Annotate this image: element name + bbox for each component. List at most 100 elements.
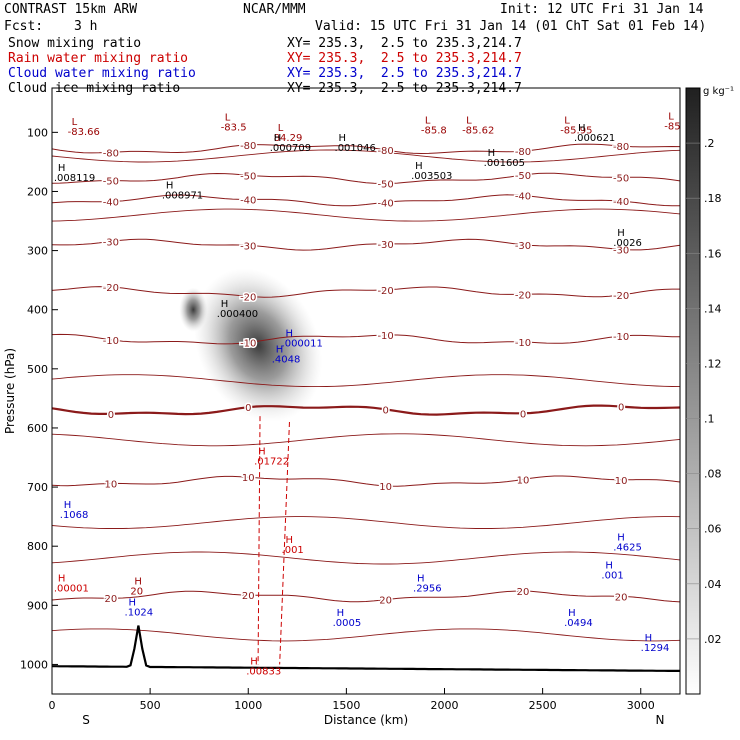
temperature-contour-label: 20 — [105, 594, 118, 605]
annotation-value: -85.62 — [462, 125, 494, 136]
y-tick-label: 1000 — [20, 658, 48, 671]
annotation-value: -85.95 — [560, 125, 592, 136]
temperature-contour-line — [52, 238, 680, 251]
temperature-contour-label: -30 — [377, 240, 393, 251]
legend-snow-name: Snow mixing ratio — [8, 36, 142, 51]
legend-cloudwater-name: Cloud water mixing ratio — [8, 66, 196, 81]
annotation-marker: L — [278, 123, 284, 134]
y-tick-label: 300 — [27, 245, 48, 258]
temperature-contour-label: 20 — [615, 592, 628, 603]
temperature-contour-label: -50 — [515, 171, 531, 182]
annotation-value: -83.5 — [221, 123, 247, 134]
temperature-contour-label: -30 — [515, 241, 531, 252]
annotation-marker: H — [339, 133, 347, 144]
annotation-marker: H — [250, 656, 258, 667]
center-name: NCAR/MMM — [243, 2, 306, 17]
colorbar-tick-label: .12 — [704, 357, 722, 370]
temperature-contour-line — [52, 433, 680, 447]
snow-shading — [194, 268, 323, 422]
annotation-value: .001046 — [335, 143, 376, 154]
temperature-contour-label: -80 — [377, 146, 393, 157]
temperature-contour-label: -80 — [613, 142, 629, 153]
colorbar-tick-label: .1 — [704, 413, 715, 426]
valid-time: Valid: 15 UTC Fri 31 Jan 14 (01 ChT Sat … — [315, 19, 707, 34]
colorbar-tick-label: .06 — [704, 523, 722, 536]
x-tick-label: 1500 — [332, 699, 360, 712]
temperature-contour-label: -30 — [240, 241, 256, 252]
annotation-value: .1068 — [60, 510, 89, 521]
rain-dashed-contour — [257, 416, 261, 665]
annotation-value: .1294 — [641, 643, 670, 654]
annotation-value: .4625 — [613, 542, 642, 553]
temperature-contour-label: -20 — [515, 290, 531, 301]
annotation-value: .1024 — [125, 607, 154, 618]
annotation-marker: H — [617, 532, 625, 543]
model-title: CONTRAST 15km ARW — [4, 2, 138, 17]
temperature-contour-label: -50 — [103, 177, 119, 188]
temperature-contour-label: -10 — [240, 339, 256, 350]
annotation-marker: H — [337, 608, 345, 619]
annotation-value: .000709 — [270, 143, 311, 154]
annotation-marker: H — [274, 133, 282, 144]
annotation-marker: H — [286, 535, 294, 546]
temperature-contour-label: -40 — [515, 191, 531, 202]
temperature-contour-label: 0 — [520, 409, 526, 420]
annotation-marker: H — [134, 577, 142, 588]
annotation-marker: H — [415, 161, 423, 172]
temperature-contour-label: -10 — [377, 331, 393, 342]
annotation-marker: L — [668, 111, 674, 122]
temperature-contour-line — [52, 475, 680, 487]
annotation-value: .001 — [601, 571, 623, 582]
temperature-contour-label: 20 — [242, 591, 255, 602]
temperature-contour-line — [52, 404, 680, 416]
temperature-contour-label: -40 — [240, 195, 256, 206]
temperature-contour-label: -20 — [240, 292, 256, 303]
y-tick-label: 100 — [27, 126, 48, 139]
colorbar-tick-label: .04 — [704, 578, 722, 591]
annotation-value: -85 — [664, 121, 680, 132]
annotation-value: .2956 — [413, 584, 442, 595]
temperature-contour-label: 0 — [618, 403, 624, 414]
x-tick-label: 500 — [140, 699, 161, 712]
temperature-contour-line — [52, 551, 680, 565]
temperature-contour-label: -40 — [377, 198, 393, 209]
temperature-contour-label: -80 — [515, 147, 531, 158]
annotation-value: .000621 — [574, 133, 615, 144]
legend-snow-xy: XY= 235.3, 2.5 to 235.3,214.7 — [287, 36, 522, 51]
annotation-marker: H — [617, 228, 625, 239]
temperature-contour-line — [52, 143, 680, 155]
temperature-contour-line — [52, 208, 680, 222]
temperature-contour-label: 0 — [245, 403, 251, 414]
temperature-contour-label: 0 — [382, 405, 388, 416]
annotation-marker: H — [488, 148, 496, 159]
annotation-value: .000400 — [217, 309, 258, 320]
annotation-value: .001 — [282, 545, 304, 556]
y-tick-label: 700 — [27, 481, 48, 494]
temperature-contour-label: -10 — [515, 338, 531, 349]
temperature-contour-line — [52, 286, 680, 298]
colorbar-unit: g kg⁻¹ — [703, 86, 734, 97]
temperature-contour-label: 10 — [379, 482, 392, 493]
annotation-marker: H — [58, 574, 66, 585]
forecast-value: 3 h — [74, 19, 98, 34]
temperature-contour-label: -20 — [377, 286, 393, 297]
temperature-contour-label: -10 — [613, 332, 629, 343]
temperature-contour-line — [52, 172, 680, 185]
forecast-label: Fcst: — [4, 19, 44, 34]
legend-cloudwater-xy: XY= 235.3, 2.5 to 235.3,214.7 — [287, 66, 522, 81]
colorbar-tick-label: .02 — [704, 633, 722, 646]
annotation-marker: H — [129, 597, 137, 608]
annotation-marker: H — [568, 608, 576, 619]
annotation-value: .000011 — [282, 338, 323, 349]
temperature-contour-label: 10 — [517, 475, 530, 486]
annotation-marker: L — [72, 117, 78, 128]
x-tick-label: 2500 — [529, 699, 557, 712]
colorbar-tick-label: .2 — [704, 137, 715, 150]
temperature-contour-label: 0 — [108, 410, 114, 421]
temperature-contour-label: -30 — [613, 245, 629, 256]
temperature-contour-label: -20 — [613, 291, 629, 302]
temperature-contour-label: 20 — [379, 596, 392, 607]
annotation-value: .008119 — [54, 173, 95, 184]
y-tick-label: 400 — [27, 304, 48, 317]
colorbar-tick-label: .16 — [704, 247, 722, 260]
